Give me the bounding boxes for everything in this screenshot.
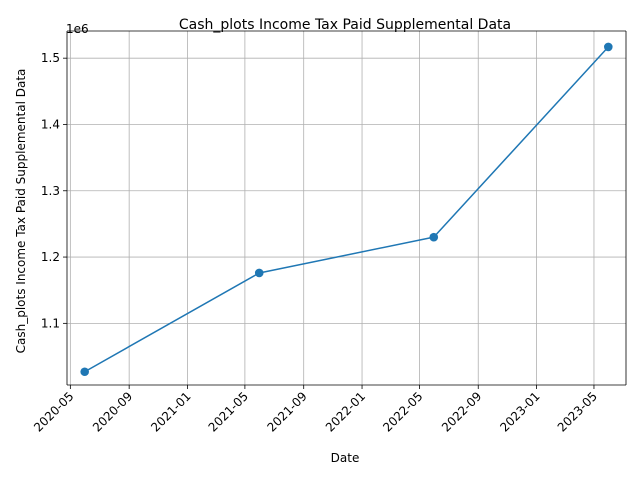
grid-layer — [67, 31, 626, 385]
y-tick-label: 1.5 — [41, 51, 60, 65]
y-tick-label: 1.2 — [41, 250, 60, 264]
data-point-marker — [429, 232, 439, 242]
y-tick-label: 1.3 — [41, 184, 60, 198]
data-point-marker — [604, 42, 613, 52]
chart-title: Cash_plots Income Tax Paid Supplemental … — [179, 17, 511, 33]
data-point-marker — [80, 367, 89, 377]
y-axis-ticks: 1.1 1.2 1.3 1.4 1.5 — [41, 51, 67, 330]
x-axis-label: Date — [331, 451, 360, 465]
data-point-marker — [254, 268, 264, 278]
axes-frame — [66, 30, 627, 386]
series-line — [83, 45, 610, 373]
y-tick-label: 1.4 — [41, 117, 60, 131]
y-axis-offset-label: 1e6 — [66, 22, 89, 36]
y-axis-label: Cash_plots Income Tax Paid Supplemental … — [14, 69, 28, 354]
series-layer — [80, 42, 613, 377]
y-tick-label: 1.1 — [41, 316, 60, 330]
